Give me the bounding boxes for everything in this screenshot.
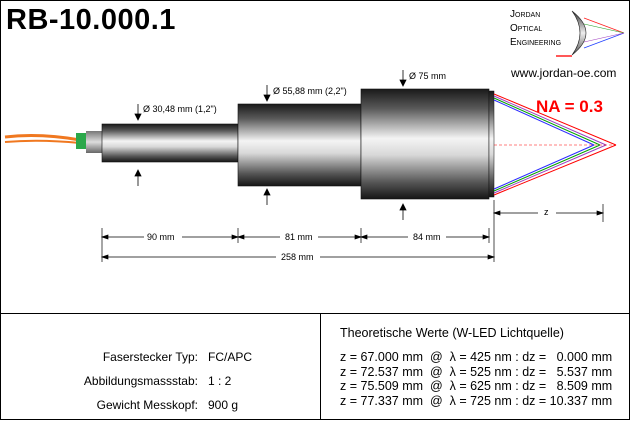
- company-logo: Jordan Optical Engineering: [510, 8, 625, 58]
- length-label-z: z: [544, 207, 549, 217]
- theory-row: z = 77.337 mm @ λ = 725 nm : dz = 10.337…: [340, 393, 613, 408]
- fiber-connector-body: [86, 131, 102, 153]
- table-divider-horizontal: [0, 313, 630, 314]
- spec-value: 1 : 2: [208, 374, 232, 388]
- spec-key: Abbildungsmassstab:: [83, 374, 198, 388]
- spec-key: Gewicht Messkopf:: [96, 398, 198, 412]
- spec-value: 900 g: [208, 398, 239, 412]
- logo-line-2: Optical: [510, 23, 543, 34]
- probe-section-3: [360, 88, 490, 200]
- logo-line-1: Jordan: [510, 9, 541, 20]
- spec-value: FC/APC: [208, 350, 253, 364]
- theory-row: z = 72.537 mm @ λ = 525 nm : dz = 5.537 …: [340, 364, 613, 379]
- company-website-link[interactable]: www.jordan-oe.com: [511, 66, 617, 80]
- fiber-cable: [4, 134, 81, 144]
- theory-row: z = 75.509 mm @ λ = 625 nm : dz = 8.509 …: [340, 379, 613, 393]
- length-label-1: 90 mm: [147, 232, 175, 242]
- length-dimension-lines: [100, 200, 605, 262]
- probe-drawing: [4, 70, 617, 262]
- theory-heading: Theoretische Werte (W-LED Lichtquelle): [340, 326, 564, 340]
- diameter-label-2: Ø 55,88 mm (2,2"): [273, 86, 347, 96]
- length-label-3: 84 mm: [413, 232, 441, 242]
- probe-lens-cap: [488, 90, 495, 198]
- length-label-2: 81 mm: [285, 232, 313, 242]
- fiber-connector-green: [76, 133, 86, 149]
- diameter-arrows: [134, 70, 407, 220]
- probe-section-1: [101, 123, 239, 163]
- numerical-aperture-label: NA = 0.3: [536, 97, 603, 116]
- theory-row: z = 67.000 mm @ λ = 425 nm : dz = 0.000 …: [340, 350, 613, 364]
- part-number-title: RB-10.000.1: [6, 4, 176, 36]
- spec-key: Faserstecker Typ:: [102, 350, 198, 364]
- probe-section-2: [237, 103, 362, 187]
- length-label-total: 258 mm: [281, 252, 314, 262]
- table-divider-vertical: [320, 313, 321, 420]
- light-cone-rays: [493, 93, 617, 196]
- lens-logo-icon: [556, 10, 625, 57]
- diameter-label-1: Ø 30,48 mm (1,2"): [143, 104, 217, 114]
- theory-values: z = 67.000 mm @ λ = 425 nm : dz = 0.000 …: [340, 350, 612, 408]
- diameter-label-3: Ø 75 mm: [409, 71, 447, 81]
- logo-line-3: Engineering: [510, 37, 562, 48]
